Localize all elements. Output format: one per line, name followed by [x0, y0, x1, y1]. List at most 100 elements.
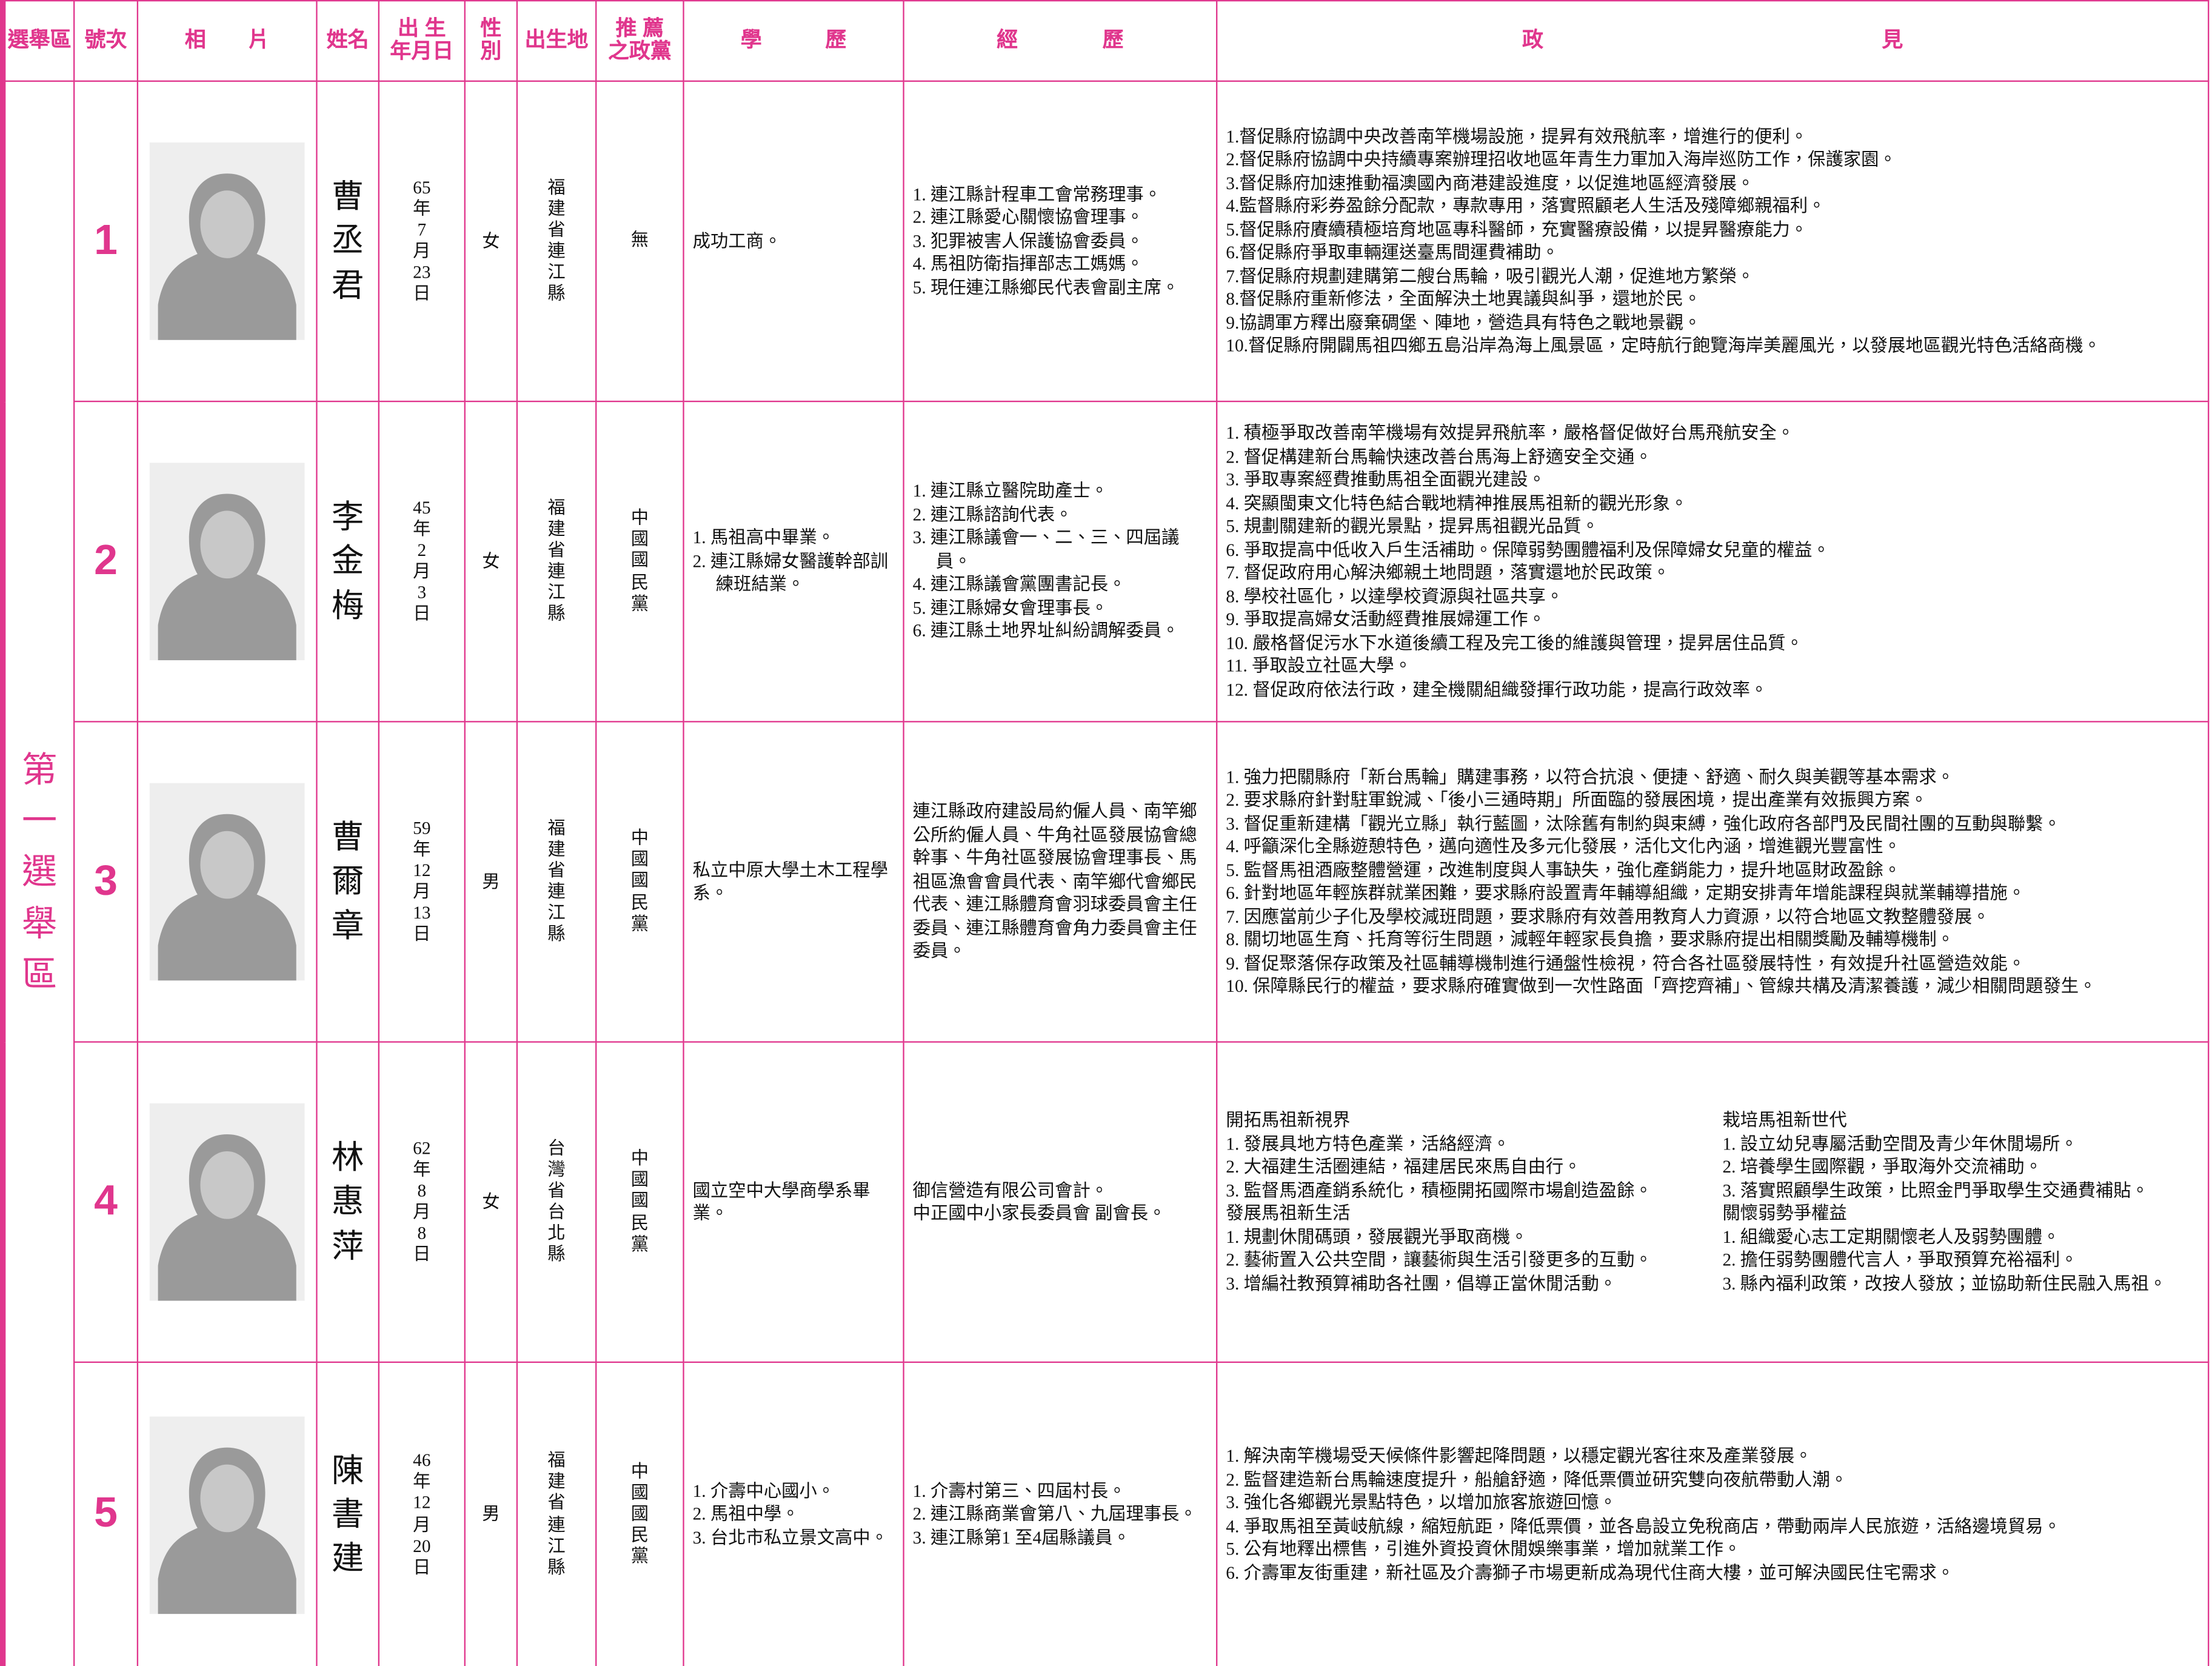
glyph: 月 [413, 241, 431, 261]
party-cell: 無 [595, 80, 684, 403]
glyph: 林 [331, 1140, 364, 1176]
party: 中國國民黨 [598, 1149, 683, 1256]
candidate-name: 林惠萍 [318, 1136, 378, 1268]
column-header: 學 歷 [683, 0, 904, 82]
platform-item: 5.督促縣府賡續積極培育地區專科醫師，充實醫療設備，以提昇醫療能力。 [1226, 219, 1808, 239]
platform-column: 開拓馬祖新視界 1. 發展具地方特色產業，活絡經濟。 2. 大福建生活圈連結，福建居… [1226, 1109, 1703, 1295]
glyph: 12 [413, 1493, 431, 1513]
birth-date: 65 年 7 月 23 日 [380, 177, 463, 305]
number-cell: 5 [73, 1361, 139, 1666]
column-header: 姓名 [316, 0, 380, 82]
glyph: 第 [22, 752, 58, 790]
glyph: 縣 [547, 924, 566, 945]
glyph: 福 [547, 817, 566, 838]
photo-cell [136, 1361, 318, 1666]
glyph: 日 [413, 1245, 431, 1265]
candidate-row: 4 林惠萍 62 年 8 月 8 日女台灣省台北縣中國國民黨國立空中大學商學系畢業。 御信營造有… [5, 1041, 2210, 1363]
platform-item: 1. 設立幼兒專屬活動空間及青少年休閒場所。 [1722, 1133, 2078, 1154]
education-cell: 私立中原大學土木工程學系。 [683, 721, 904, 1043]
platform-item: 2. 督促構建新台馬輪快速改善台馬海上舒適安全交通。 [1226, 446, 1652, 467]
glyph: 月 [413, 882, 431, 902]
platform-item: 5. 規劃關建新的觀光景點，提昇馬祖觀光品質。 [1226, 516, 1599, 537]
column-header: 政 見 [1216, 0, 2210, 82]
column-header: 出生地 [516, 0, 597, 82]
glyph: 民 [630, 892, 649, 912]
platform-item: 3. 強化各鄉觀光景點特色，以增加旅客旅遊回憶。 [1226, 1493, 1617, 1513]
glyph: 民 [630, 572, 649, 592]
platform-item: 9. 爭取提高婦女活動經費推展婦運工作。 [1226, 609, 1546, 629]
glyph: 年 [413, 1159, 431, 1180]
education-cell: 1. 介壽中心國小。 2. 馬祖中學。 3. 台北市私立景文高中。 [683, 1361, 904, 1666]
experience-item: 2. 連江縣商業會第八、九屆理事長。 [912, 1504, 1197, 1524]
glyph: 省 [547, 860, 566, 880]
glyph: 省 [547, 1493, 566, 1513]
platform-item: 8. 關切地區生育、托育等衍生問題，減輕年輕家長負擔，要求縣府提出相關獎勵及輔導… [1226, 929, 1954, 950]
platform-cell: 1. 強力把關縣府「新台馬輪」購建事務，以符合抗浪、便捷、舒適、耐久與美觀等基本… [1216, 721, 2210, 1043]
platform-cell: 開拓馬祖新視界 1. 發展具地方特色產業，活絡經濟。 2. 大福建生活圈連結，福建居… [1216, 1041, 2210, 1363]
education-list: 1. 馬祖高中畢業。 2. 連江縣婦女醫護幹部訓練班結業。 [685, 527, 902, 597]
candidate-name: 曹丞君 [318, 176, 378, 307]
column-header: 出 生 年月日 [378, 0, 466, 82]
glyph: 月 [413, 1202, 431, 1222]
glyph: 日 [413, 1557, 431, 1577]
glyph: 章 [331, 908, 364, 943]
candidate-photo [149, 1416, 305, 1614]
platform-cell: 1. 解決南竿機場受天候條件影響起降問題，以穩定觀光客往來及產業發展。 2. 監督… [1216, 1361, 2210, 1666]
glyph: 國 [630, 1191, 649, 1211]
education-list: 國立空中大學商學系畢業。 [685, 1179, 902, 1225]
experience-cell: 1. 連江縣立醫院助產士。 2. 連江縣諮詢代表。 3. 連江縣議會一、二、三、四屆… [903, 400, 1218, 723]
experience-item: 2. 連江縣諮詢代表。 [912, 504, 1073, 525]
glyph: 45 [413, 497, 431, 518]
glyph: 年 [413, 1471, 431, 1492]
candidate-name: 曹爾章 [318, 816, 378, 948]
candidate-name: 陳書建 [318, 1449, 378, 1581]
glyph: 連 [547, 561, 566, 581]
platform-item: 1. 發展具地方特色產業，活絡經濟。 [1226, 1133, 1511, 1154]
number-cell: 3 [73, 721, 139, 1043]
education-item: 國立空中大學商學系畢業。 [692, 1180, 870, 1223]
glyph: 無 [630, 230, 649, 250]
gender-cell: 男 [464, 1361, 518, 1666]
column-header: 性 別 [464, 0, 518, 82]
glyph: 一 [22, 803, 58, 841]
platform-item: 9. 督促聚落保存政策及社區輔導機制進行通盤性檢視，符合各社區發展特性，有效提升… [1226, 953, 2026, 973]
party: 無 [598, 230, 683, 252]
platform: 1. 強力把關縣府「新台馬輪」購建事務，以符合抗浪、便捷、舒適、耐久與美觀等基本… [1218, 765, 2207, 998]
glyph: 縣 [547, 1557, 566, 1577]
experience-item: 5. 連江縣婦女會理事長。 [912, 598, 1109, 618]
glyph: 君 [331, 267, 364, 303]
glyph: 7 [417, 219, 427, 240]
glyph: 62 [413, 1138, 431, 1158]
birthplace-cell: 福建省連江縣 [516, 1361, 597, 1666]
platform-item: 2. 要求縣府針對駐軍銳減、「後小三通時期」所面臨的發展困境，提出產業有效振興方… [1226, 790, 1928, 810]
photo-cell [136, 400, 318, 723]
glyph: 12 [413, 860, 431, 880]
gender: 男 [482, 871, 500, 892]
birthplace-cell: 福建省連江縣 [516, 721, 597, 1043]
gender: 女 [482, 231, 500, 251]
education-cell: 成功工商。 [683, 80, 904, 403]
glyph: 灣 [547, 1159, 566, 1180]
gender-cell: 女 [464, 80, 518, 403]
glyph: 年 [413, 518, 431, 539]
glyph: 46 [413, 1450, 431, 1471]
experience-item: 連江縣政府建設局約僱人員、南竿鄉公所約僱人員、牛角社區發展協會總幹事、牛角社區發… [912, 801, 1197, 962]
platform-item: 3. 落實照顧學生政策，比照金門爭取學生交通費補貼。 [1722, 1180, 2149, 1200]
glyph: 年 [413, 198, 431, 219]
glyph: 連 [547, 1514, 566, 1534]
education-item: 3. 台北市私立景文高中。 [692, 1527, 889, 1548]
platform-item: 2.督促縣府協調中央持續專案辦理招收地區年青生力軍加入海岸巡防工作，保護家園。 [1226, 149, 1897, 170]
gender: 女 [482, 1191, 500, 1212]
glyph: 惠 [331, 1184, 364, 1220]
name-cell: 林惠萍 [316, 1041, 380, 1363]
name-cell: 曹爾章 [316, 721, 380, 1043]
glyph: 丞 [331, 223, 364, 259]
platform-item: 5. 公有地釋出標售，引進外資投資休閒娛樂事業，增加就業工作。 [1226, 1539, 1742, 1559]
glyph: 中 [630, 508, 649, 528]
candidate-photo [149, 783, 305, 981]
platform-item: 2. 監督建造新台馬輪速度提升，船艙舒適，降低票價並研究雙向夜航帶動人潮。 [1226, 1469, 1848, 1490]
glyph: 8 [417, 1223, 427, 1243]
platform-item: 4. 呼籲深化全縣遊憩特色，邁向適性及多元化發展，活化文化內涵，增進觀光豐富性。 [1226, 837, 1902, 857]
glyph: 省 [547, 219, 566, 240]
birth-cell: 46 年 12 月 20 日 [378, 1361, 466, 1666]
